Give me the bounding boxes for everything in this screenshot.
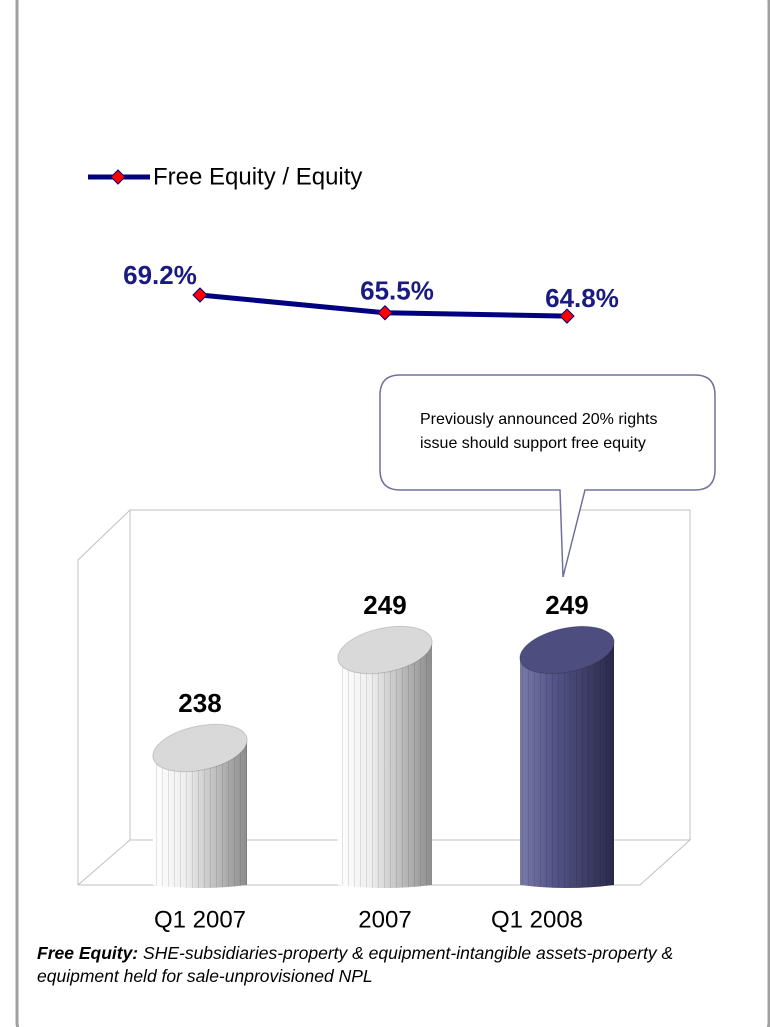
bar-stripes — [520, 644, 614, 888]
callout-text: Previously announced 20% rights issue sh… — [420, 411, 658, 452]
data-label: 69.2% — [123, 260, 197, 290]
legend-marker — [110, 169, 126, 185]
x-tick-label: Q1 2008 — [491, 906, 583, 933]
bar — [519, 625, 615, 888]
footnote-text: SHE-subsidiaries-property & equipment-in… — [37, 943, 674, 986]
bar — [337, 625, 433, 888]
data-label: 249 — [363, 590, 406, 620]
x-tick-label: Q1 2007 — [154, 906, 246, 933]
bar-stripes — [338, 644, 432, 888]
line-marker — [377, 305, 393, 321]
bar — [152, 723, 248, 888]
bar-stripes — [153, 742, 247, 888]
footnote: Free Equity: SHE-subsidiaries-property &… — [37, 942, 737, 988]
x-tick-label: 2007 — [358, 906, 411, 933]
data-label: 238 — [178, 688, 221, 718]
line-marker — [559, 308, 575, 324]
footnote-term: Free Equity: — [37, 943, 139, 963]
line-marker — [192, 287, 208, 303]
data-label: 65.5% — [360, 276, 434, 306]
legend-label: Free Equity / Equity — [153, 163, 362, 190]
data-label: 249 — [545, 590, 588, 620]
bar-top — [152, 723, 248, 773]
plot-box — [77, 509, 692, 886]
callout: Previously announced 20% rights issue sh… — [379, 374, 716, 578]
data-label: 64.8% — [545, 283, 619, 313]
bar-top — [337, 625, 433, 675]
bar-top — [519, 625, 615, 675]
